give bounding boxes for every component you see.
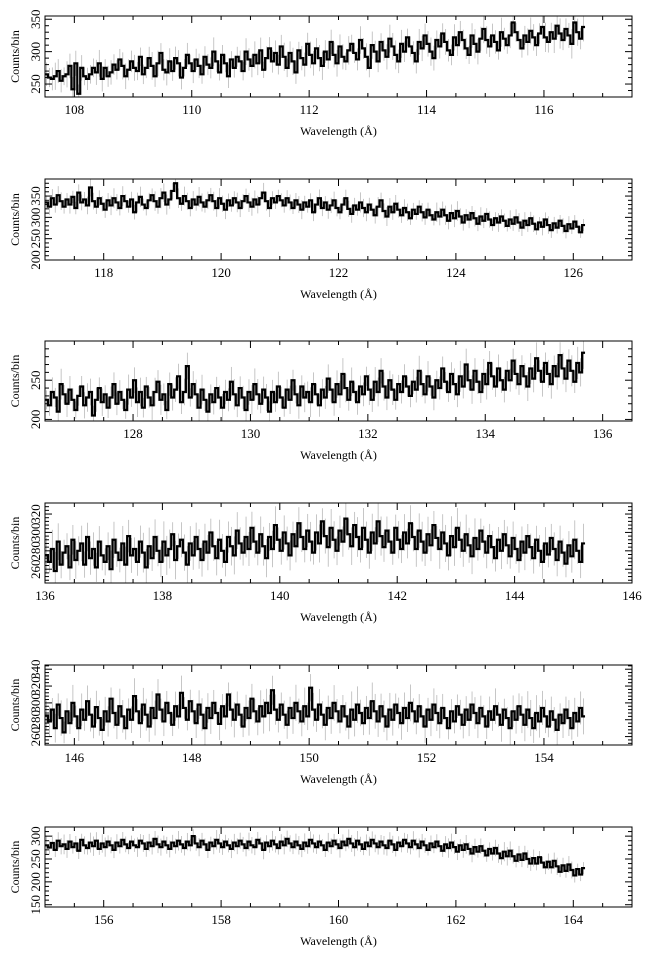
x-tick-label: 154 [534,750,554,765]
y-tick-label: 300 [28,208,43,228]
y-tick-label: 200 [28,250,43,270]
x-tick-label: 136 [593,426,613,441]
x-tick-label: 138 [153,588,173,603]
x-tick-label: 114 [417,102,437,117]
x-tick-label: 136 [35,588,55,603]
x-tick-label: 140 [270,588,290,603]
y-tick-label: 200 [28,410,43,430]
x-tick-label: 120 [211,265,231,280]
x-tick-label: 164 [564,912,584,927]
x-tick-label: 112 [300,102,319,117]
x-tick-label: 132 [358,426,378,441]
y-tick-label: 260 [28,559,43,579]
x-tick-label: 146 [622,588,642,603]
y-tick-label: 340 [28,659,43,679]
y-tick-label: 260 [28,727,43,747]
panel-6: 156 158 160 162 164 150 200 250 300 Wavelength (Å… [8,826,633,948]
x-tick-label: 142 [387,588,407,603]
spectrum-series [45,182,586,234]
panel-3: 128 130 132 134 136 200 250 Wavelength (Å) Count… [8,340,633,462]
y-tick-label: 300 [28,523,43,543]
x-axis-label: Wavelength (Å) [300,934,377,948]
x-tick-label: 160 [329,912,349,927]
x-tick-label: 122 [329,265,349,280]
spectrum-series [45,686,586,734]
x-tick-label: 144 [505,588,525,603]
y-axis-label: Counts/bin [8,517,22,570]
x-tick-label: 152 [417,750,437,765]
data-layer [45,179,586,239]
x-axis-label: Wavelength (Å) [300,124,377,138]
x-tick-label: 146 [65,750,85,765]
x-tick-label: 128 [123,426,143,441]
y-tick-label: 320 [28,504,43,524]
y-axis-label: Counts/bin [8,679,22,732]
x-axis-label: Wavelength (Å) [300,448,377,462]
x-tick-label: 124 [446,265,466,280]
spectrum-series [45,517,586,573]
spectrum-series [45,21,586,95]
x-tick-label: 116 [534,102,554,117]
data-layer [45,341,586,421]
x-axis-label: Wavelength (Å) [300,610,377,624]
x-tick-label: 158 [211,912,231,927]
spectrum-series [45,835,586,877]
x-tick-label: 108 [65,102,85,117]
x-tick-label: 118 [94,265,113,280]
y-tick-label: 300 [28,693,43,713]
y-axis-label: Counts/bin [8,193,22,246]
x-axis-label: Wavelength (Å) [300,287,377,301]
x-tick-label: 156 [94,912,114,927]
y-tick-label: 200 [28,872,43,892]
data-layer [45,674,586,745]
y-axis-label: Counts/bin [8,841,22,894]
x-tick-label: 162 [446,912,466,927]
y-tick-label: 300 [28,826,43,846]
x-tick-label: 110 [182,102,201,117]
y-tick-label: 350 [28,186,43,206]
panel-1: 108 110 112 114 116 250 300 350 Wavelength (Å) Co… [8,9,633,138]
y-tick-label: 250 [28,229,43,249]
y-tick-label: 150 [28,895,43,915]
y-tick-label: 280 [28,541,43,561]
spectrum-series [45,351,586,417]
data-layer [45,16,586,97]
x-tick-label: 134 [476,426,496,441]
y-tick-label: 320 [28,676,43,696]
x-tick-label: 150 [299,750,319,765]
x-tick-label: 130 [241,426,261,441]
x-axis-label: Wavelength (Å) [300,772,377,786]
y-tick-label: 280 [28,710,43,730]
x-tick-label: 126 [564,265,584,280]
y-tick-label: 350 [28,9,43,29]
y-tick-label: 250 [28,370,43,390]
y-tick-label: 250 [28,74,43,94]
y-tick-label: 300 [28,42,43,62]
data-layer [45,503,586,583]
data-layer [45,829,586,883]
y-tick-label: 250 [28,849,43,869]
y-axis-label: Counts/bin [8,355,22,408]
y-axis-label: Counts/bin [8,30,22,83]
x-tick-label: 148 [182,750,202,765]
